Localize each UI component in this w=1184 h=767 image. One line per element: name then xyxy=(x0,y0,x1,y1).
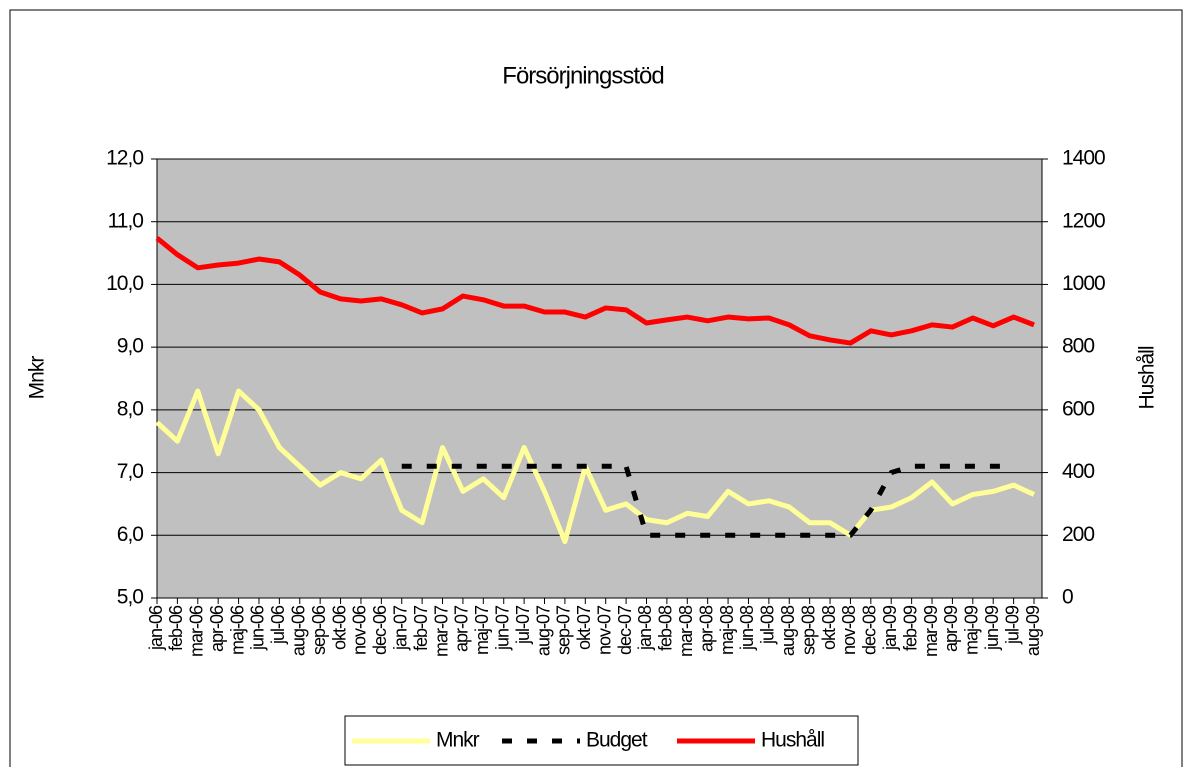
x-tick-label: jan-09 xyxy=(880,605,900,651)
legend-label: Budget xyxy=(586,729,648,752)
x-tick-label: nov-07 xyxy=(594,605,614,655)
x-tick-label: okt-08 xyxy=(819,605,839,650)
legend-label: Mnkr xyxy=(436,729,480,752)
x-tick-label: nov-06 xyxy=(350,605,370,655)
x-tick-label: jul-07 xyxy=(513,605,533,645)
x-tick-label: apr-08 xyxy=(696,605,716,652)
x-tick-label: aug-08 xyxy=(778,605,798,656)
x-tick-label: jan-06 xyxy=(146,605,166,651)
x-tick-label: jun-09 xyxy=(982,605,1002,651)
y-tick-label: 10,0 xyxy=(106,272,143,295)
y-tick-label: 12,0 xyxy=(106,147,143,170)
y-tick-label: 5,0 xyxy=(117,586,144,609)
x-tick-label: jun-06 xyxy=(248,605,268,651)
x-tick-label: sep-06 xyxy=(309,605,329,655)
y2-tick-label: 400 xyxy=(1062,460,1094,483)
y2-tick-label: 0 xyxy=(1062,586,1073,609)
x-tick-label: feb-08 xyxy=(656,605,676,651)
x-tick-label: aug-06 xyxy=(289,605,309,656)
legend-label: Hushåll xyxy=(761,729,824,752)
series-line xyxy=(155,388,1036,545)
x-tick-label: apr-07 xyxy=(452,605,472,652)
y2-tick-label: 1200 xyxy=(1062,209,1105,232)
x-tick-label: maj-06 xyxy=(227,605,247,655)
series-line xyxy=(401,463,1014,538)
x-tick-label: dec-07 xyxy=(615,605,635,655)
x-tick-label: maj-08 xyxy=(717,605,737,655)
x-tick-label: mar-08 xyxy=(676,605,696,657)
x-tick-label: okt-06 xyxy=(329,605,349,650)
y-tick-label: 8,0 xyxy=(117,397,144,420)
x-tick-label: aug-09 xyxy=(1023,605,1043,656)
x-tick-label: apr-09 xyxy=(941,605,961,652)
x-tick-label: maj-07 xyxy=(472,605,492,655)
x-tick-label: maj-09 xyxy=(962,605,982,655)
x-tick-label: feb-09 xyxy=(900,605,920,651)
x-tick-label: okt-07 xyxy=(574,605,594,650)
y-tick-label: 7,0 xyxy=(117,460,144,483)
y2-tick-label: 800 xyxy=(1062,335,1094,358)
x-tick-label: jan-08 xyxy=(635,605,655,651)
x-tick-label: jun-07 xyxy=(492,605,512,651)
x-tick-label: sep-08 xyxy=(798,605,818,655)
y-tick-label: 11,0 xyxy=(108,209,144,232)
x-tick-label: jul-06 xyxy=(268,605,288,645)
x-tick-label: jul-09 xyxy=(1002,605,1022,645)
y-tick-label: 6,0 xyxy=(117,523,144,546)
y2-tick-label: 1000 xyxy=(1062,272,1105,295)
y2-tick-label: 600 xyxy=(1062,397,1094,420)
legend xyxy=(344,715,859,766)
x-tick-label: mar-09 xyxy=(921,605,941,657)
y2-tick-label: 200 xyxy=(1062,523,1094,546)
x-tick-label: feb-06 xyxy=(166,605,186,651)
x-tick-label: dec-06 xyxy=(370,605,390,655)
x-tick-label: jul-08 xyxy=(758,605,778,645)
x-tick-label: mar-07 xyxy=(431,605,451,657)
x-tick-label: sep-07 xyxy=(554,605,574,655)
x-tick-label: aug-07 xyxy=(533,605,553,656)
y-tick-label: 9,0 xyxy=(117,335,144,358)
x-tick-label: feb-07 xyxy=(411,605,431,651)
x-tick-label: dec-08 xyxy=(860,605,880,655)
x-tick-label: mar-06 xyxy=(187,605,207,657)
y-axis-label: Mnkr xyxy=(26,356,49,400)
chart-title: Försörjningsstöd xyxy=(502,62,663,89)
x-tick-label: jun-08 xyxy=(737,605,757,651)
x-tick-label: apr-06 xyxy=(207,605,227,652)
plot-area xyxy=(156,158,1043,599)
y2-tick-label: 1400 xyxy=(1062,147,1105,170)
y2-axis-label: Hushåll xyxy=(1136,346,1159,409)
x-tick-label: nov-08 xyxy=(839,605,859,655)
x-tick-label: jan-07 xyxy=(390,605,410,651)
series-line xyxy=(155,236,1035,346)
